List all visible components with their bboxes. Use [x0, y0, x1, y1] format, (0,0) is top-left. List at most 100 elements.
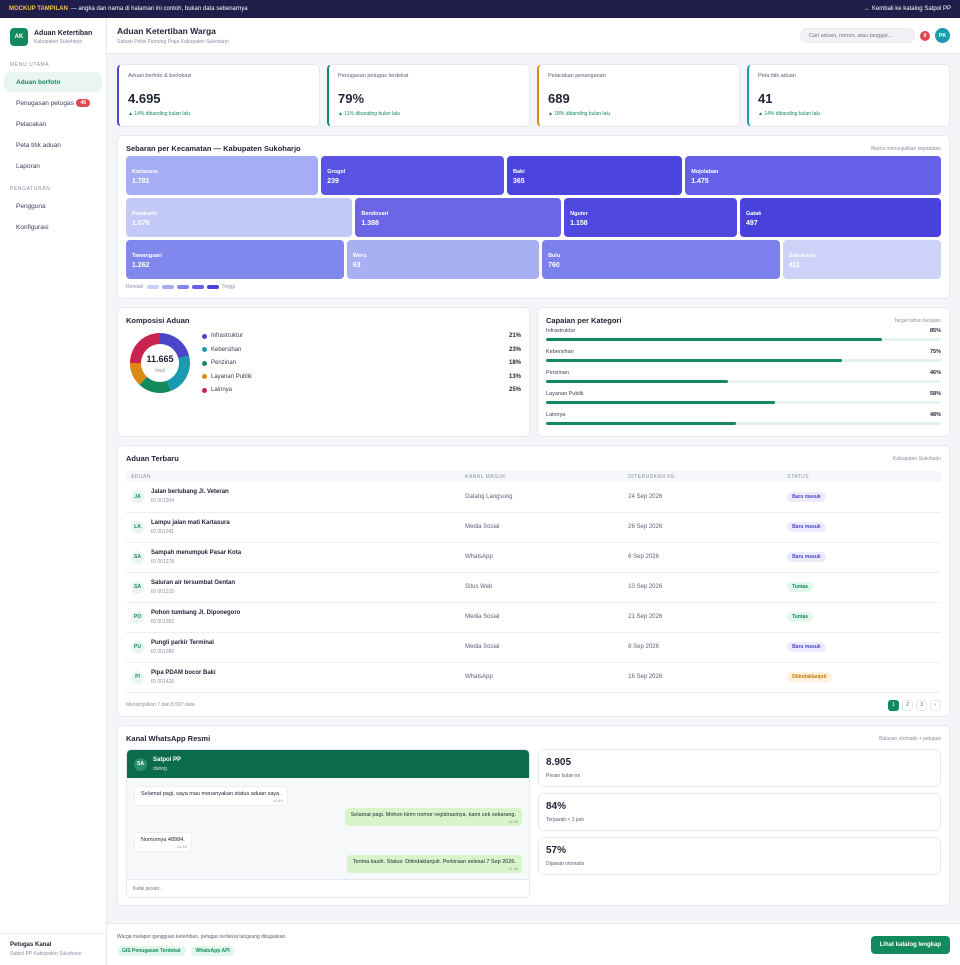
row-channel: WhatsApp	[460, 542, 624, 573]
search-input[interactable]	[800, 28, 915, 43]
legend-label: Lainnya	[202, 387, 232, 393]
sidebar-item-laporan[interactable]: Laporan	[4, 156, 102, 176]
row-title: Pohon tumbang Jl. Diponegoro	[151, 609, 241, 616]
row-channel: Situs Web	[460, 572, 624, 603]
legend-swatch	[191, 285, 204, 289]
tile-value: 497	[745, 220, 758, 227]
chat-message-out: Terima kasih. Status: Ditindaklanjuti. P…	[346, 855, 522, 873]
settings-section-label: PENGATURAN	[10, 186, 51, 192]
mockup-tag: MOCKUP TAMPILAN	[9, 6, 68, 12]
treemap-note: Warna menunjukkan kepadatan	[870, 145, 941, 152]
page-button[interactable]: 3	[916, 699, 927, 711]
kpi-value: 41	[758, 91, 773, 106]
avatar[interactable]: PK	[935, 28, 950, 43]
sidebar-item-peta[interactable]: Peta titik aduan	[4, 135, 102, 155]
treemap-tile[interactable]: Gatak 497	[739, 198, 941, 237]
legend-dot	[202, 333, 207, 339]
table-row[interactable]: LA Lampu jalan mati Kartasura ID 001241 Med…	[126, 512, 941, 543]
bar-pct: 46%	[929, 370, 941, 376]
page-button[interactable]: 2	[902, 699, 913, 711]
kpi-card-peta: Peta titik aduan 41 ▲ 14% dibanding bulan …	[747, 64, 950, 127]
tile-name: Polokarto	[132, 211, 158, 217]
legend-swatch	[146, 285, 159, 289]
sidebar-item-aduan-berfoto[interactable]: Aduan berfoto	[4, 72, 102, 92]
view-catalog-button[interactable]: Lihat katalog lengkap	[870, 935, 950, 954]
app-subtitle: Kabupaten Sukoharjo	[34, 38, 83, 45]
treemap-tile[interactable]: Nguter 1.158	[564, 198, 737, 237]
treemap-tile[interactable]: Grogol 239	[321, 156, 505, 195]
message-text: Terima kasih. Status: Ditindaklanjuti. P…	[352, 859, 516, 865]
kpi-card-pelacakan: Pelacakan penanganan 689 ▲ 18% dibanding b…	[537, 64, 740, 127]
row-id: ID 001426	[151, 678, 175, 685]
feature-chip: WhatsApp API	[190, 945, 235, 956]
achievement-row: Lainnya 48%	[546, 412, 941, 433]
row-initials: PO	[131, 610, 144, 624]
kpi-change: ▲ 14% dibanding bulan lalu	[758, 111, 821, 117]
treemap-tile[interactable]: Sukoharjo 411	[782, 240, 941, 279]
page-button[interactable]: 1	[888, 699, 899, 711]
sidebar-item-konfigurasi[interactable]: Konfigurasi	[4, 217, 102, 237]
kpi-label: Aduan berfoto & berlokasi	[128, 73, 192, 79]
table-row[interactable]: JA Jalan berlubang Jl. Veteran ID 001204 Da…	[126, 482, 941, 513]
treemap-tile[interactable]: Mojolaban 1.475	[685, 156, 941, 195]
col-header: KANAL MASUK	[460, 471, 624, 482]
row-initials: PU	[131, 640, 144, 654]
bar-track	[546, 401, 941, 404]
tile-value: 63	[352, 262, 361, 269]
message-text: Selamat pagi. Mohon kirim nomor registra…	[350, 812, 516, 818]
treemap-tile[interactable]: Baki 365	[507, 156, 683, 195]
chat-contact-name: Satpol PP	[153, 756, 182, 763]
stat-label: Pesan bulan ini	[546, 773, 581, 779]
bar-pct: 58%	[929, 391, 941, 397]
table-row[interactable]: SA Sampah menumpuk Pasar Kota ID 001278 Wha…	[126, 542, 941, 573]
col-header: DITERUSKAN KE	[623, 471, 783, 482]
status-badge: Baru masuk	[787, 552, 826, 562]
bar-track	[546, 380, 941, 383]
table-row[interactable]: SA Saluran air tersumbat Gentan ID 001315 S…	[126, 572, 941, 603]
tile-name: Tawangsari	[132, 253, 162, 259]
table-row[interactable]: PI Pipa PDAM bocor Baki ID 001426 WhatsApp 1…	[126, 662, 941, 693]
bar-track	[546, 359, 941, 362]
row-date: 26 Sep 2026	[623, 512, 783, 543]
stat-label: Dijawab otomatis	[546, 861, 585, 867]
legend-pct: 18%	[508, 360, 521, 366]
achievement-row: Infrastruktur 85%	[546, 328, 941, 349]
treemap-tile[interactable]: Kartasura 1.781	[126, 156, 319, 195]
legend-label: Layanan Publik	[202, 374, 252, 380]
kpi-change: ▲ 18% dibanding bulan lalu	[548, 111, 611, 117]
kpi-card-penugasan: Penugasan petugas terdekat 79% ▲ 11% diban…	[327, 64, 530, 127]
treemap-tile[interactable]: Bulu 760	[542, 240, 780, 279]
donut-slice	[130, 363, 147, 385]
sidebar-item-penugasan[interactable]: Penugasan petugas 46	[4, 93, 102, 113]
table-row[interactable]: PU Pungli parkir Terminal ID 001389 Media S…	[126, 632, 941, 663]
menu-section-label: MENU UTAMA	[10, 62, 50, 68]
sidebar-item-label: Penugasan petugas	[16, 99, 74, 107]
treemap-tile[interactable]: Tawangsari 1.262	[126, 240, 344, 279]
table-row[interactable]: PO Pohon tumbang Jl. Diponegoro ID 001352 M…	[126, 602, 941, 633]
table-showing-count: Menampilkan 7 dari 8.597 data	[126, 702, 195, 708]
whatsapp-title: Kanal WhatsApp Resmi	[126, 734, 211, 743]
legend-item: Layanan Publik 13%	[202, 370, 521, 384]
legend-dot	[202, 387, 207, 393]
page-title: Aduan Ketertiban Warga	[117, 26, 216, 36]
legend-text: Layanan Publik	[211, 373, 253, 380]
tile-value: 365	[513, 178, 525, 185]
sidebar-item-pengguna[interactable]: Pengguna	[4, 196, 102, 216]
treemap-tile[interactable]: Bendosari 1.388	[355, 198, 562, 237]
bar-label: Kebersihan	[546, 349, 574, 355]
page-button[interactable]: ›	[930, 699, 941, 711]
legend-item: Infrastruktur 21%	[202, 329, 521, 343]
back-to-catalog-link[interactable]: ← Kembali ke katalog Satpol PP	[864, 6, 951, 12]
recent-complaints-card: Aduan Terbaru Kabupaten Sukoharjo ADUAN K…	[117, 445, 950, 717]
treemap-tile[interactable]: Polokarto 1.076	[126, 198, 353, 237]
mockup-note-text: — angka dan nama di halaman ini contoh, …	[70, 6, 248, 12]
treemap-tile[interactable]: Weru 63	[346, 240, 540, 279]
chat-message-input[interactable]	[127, 879, 529, 897]
row-id: ID 001278	[151, 558, 175, 565]
main-area: Aduan Ketertiban Warga Satuan Polisi Pam…	[107, 18, 960, 965]
sidebar-item-pelacakan[interactable]: Pelacakan	[4, 114, 102, 134]
notification-badge[interactable]: 8	[920, 30, 930, 41]
row-title: Jalan berlubang Jl. Veteran	[151, 489, 229, 496]
legend-text: Lainnya	[211, 387, 233, 393]
legend-text: Infrastruktur	[211, 333, 244, 339]
